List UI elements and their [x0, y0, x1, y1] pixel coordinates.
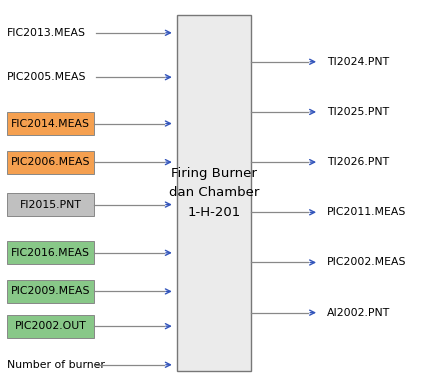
Text: TI2026.PNT: TI2026.PNT [327, 157, 389, 167]
Text: FIC2014.MEAS: FIC2014.MEAS [11, 119, 90, 129]
Text: TI2024.PNT: TI2024.PNT [327, 57, 389, 67]
Bar [177, 15, 251, 371]
Bar [7, 151, 94, 174]
Bar [7, 315, 94, 338]
Text: PIC2009.MEAS: PIC2009.MEAS [11, 286, 90, 296]
Text: PIC2006.MEAS: PIC2006.MEAS [11, 157, 90, 167]
Text: PIC2002.MEAS: PIC2002.MEAS [327, 257, 406, 267]
Text: Number of burner: Number of burner [7, 360, 104, 370]
Bar [7, 241, 94, 264]
Bar [7, 193, 94, 216]
Text: PIC2002.OUT: PIC2002.OUT [14, 321, 86, 331]
Text: AI2002.PNT: AI2002.PNT [327, 308, 390, 318]
Text: PIC2005.MEAS: PIC2005.MEAS [7, 72, 86, 82]
Text: Firing Burner
dan Chamber
1-H-201: Firing Burner dan Chamber 1-H-201 [169, 168, 259, 218]
Text: TI2025.PNT: TI2025.PNT [327, 107, 389, 117]
Bar [7, 112, 94, 135]
Text: PIC2011.MEAS: PIC2011.MEAS [327, 207, 406, 217]
Text: FIC2016.MEAS: FIC2016.MEAS [11, 248, 90, 258]
Text: FIC2013.MEAS: FIC2013.MEAS [7, 28, 86, 38]
Bar [7, 280, 94, 303]
Text: FI2015.PNT: FI2015.PNT [19, 200, 82, 210]
